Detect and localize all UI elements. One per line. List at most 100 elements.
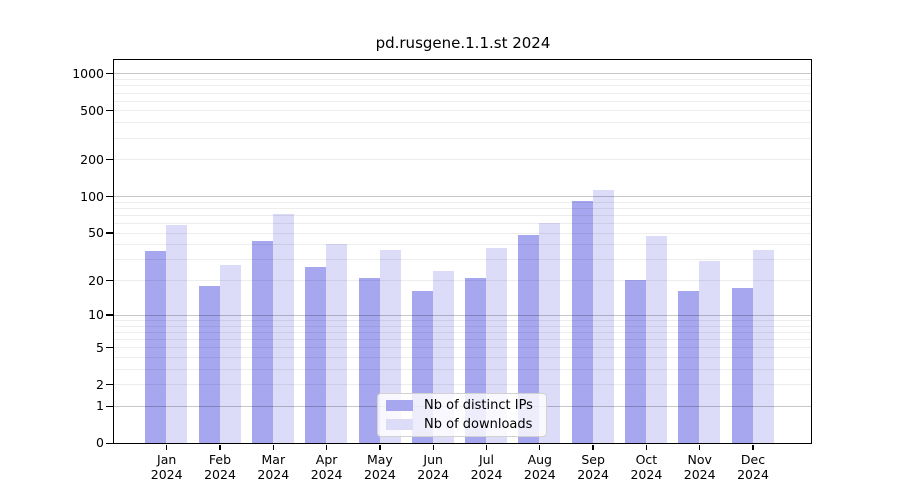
gridline-minor — [114, 201, 811, 203]
gridline-minor — [114, 368, 811, 370]
bar-oct-downloads — [646, 235, 667, 443]
x-tick-mark — [219, 444, 221, 450]
bar-feb-downloads — [219, 264, 241, 443]
grid-layer — [114, 60, 811, 443]
x-tick-label: Nov 2024 — [683, 451, 716, 482]
x-tick-mark — [379, 444, 381, 450]
legend-swatch-downloads — [386, 419, 413, 430]
x-tick-label: May 2024 — [363, 451, 396, 482]
bar-sep-downloads — [592, 190, 614, 443]
gridline-minor — [114, 110, 811, 112]
x-tick-mark — [272, 444, 274, 450]
y-tick-mark — [106, 159, 113, 161]
gridline-major — [114, 314, 811, 316]
plot-area — [113, 59, 812, 444]
bar-oct-ips — [625, 280, 646, 443]
gridline-minor — [114, 244, 811, 246]
gridline-minor — [114, 325, 811, 327]
legend: Nb of distinct IPs Nb of downloads — [377, 393, 547, 437]
x-tick-label: Aug 2024 — [523, 451, 556, 482]
x-tick-label: Mar 2024 — [257, 451, 290, 482]
y-tick-mark — [106, 195, 113, 198]
bar-mar-ips — [251, 240, 273, 443]
x-tick-label: Oct 2024 — [630, 451, 663, 482]
x-tick-mark — [325, 444, 328, 450]
bar-apr-downloads — [326, 244, 348, 443]
x-tick-label: Jan 2024 — [150, 451, 183, 482]
gridline-minor — [114, 100, 811, 102]
legend-label-downloads: Nb of downloads — [424, 417, 533, 433]
bar-mar-downloads — [272, 213, 294, 443]
gridline-major — [114, 196, 811, 198]
x-tick-label: Apr 2024 — [310, 451, 343, 482]
chart-title: pd.rusgene.1.1.st 2024 — [375, 34, 551, 52]
gridline-major — [114, 73, 811, 75]
bar-dec-downloads — [752, 249, 774, 443]
y-tick-mark — [106, 442, 113, 445]
gridline-minor — [114, 331, 811, 333]
bar-feb-ips — [198, 285, 220, 443]
gridline-minor — [114, 122, 811, 124]
bar-nov-ips — [678, 291, 700, 443]
bar-aug-ips — [518, 234, 540, 443]
x-tick-mark — [166, 444, 168, 450]
y-tick-label: 10 — [88, 307, 104, 323]
x-tick-mark — [699, 444, 701, 450]
x-tick-label: Dec 2024 — [737, 451, 769, 482]
gridline-minor — [114, 384, 811, 386]
x-tick-mark — [485, 444, 488, 450]
gridline-minor — [114, 259, 811, 261]
bar-may-ips — [358, 277, 380, 443]
y-tick-mark — [106, 383, 113, 386]
x-tick-mark — [539, 444, 541, 450]
gridline-minor — [114, 215, 811, 216]
gridline-minor — [114, 207, 811, 209]
y-tick-mark — [106, 405, 113, 407]
gridline-minor — [114, 159, 811, 161]
x-tick-label: Jun 2024 — [417, 451, 450, 482]
gridline-minor — [114, 356, 811, 358]
gridline-minor — [114, 79, 811, 80]
y-tick-mark — [106, 110, 113, 112]
y-tick-label: 1 — [96, 398, 104, 414]
y-tick-label: 20 — [88, 272, 104, 288]
y-tick-label: 1000 — [72, 65, 104, 81]
gridline-minor — [114, 232, 811, 234]
y-tick-mark — [106, 232, 113, 234]
legend-label-distinct-ips: Nb of distinct IPs — [424, 397, 533, 413]
bar-jan-ips — [145, 251, 167, 443]
y-tick-label: 500 — [80, 102, 104, 118]
gridline-minor — [114, 223, 811, 225]
legend-item-downloads: Nb of downloads — [386, 416, 546, 434]
gridline-minor — [114, 338, 811, 340]
x-tick-label: Sep 2024 — [577, 451, 609, 482]
gridline-minor — [114, 280, 811, 282]
x-tick-mark — [752, 444, 754, 450]
x-tick-label: Feb 2024 — [204, 451, 236, 482]
y-tick-label: 50 — [88, 225, 104, 241]
bar-apr-ips — [305, 266, 327, 443]
x-tick-mark — [645, 444, 648, 450]
bar-sep-ips — [571, 200, 593, 443]
y-tick-label: 200 — [80, 151, 104, 167]
y-tick-label: 0 — [96, 435, 104, 451]
gridline-minor — [114, 319, 811, 321]
legend-item-distinct-ips: Nb of distinct IPs — [386, 396, 546, 414]
bar-dec-ips — [731, 288, 753, 443]
x-tick-label: Jul 2024 — [470, 451, 503, 482]
y-tick-label: 2 — [96, 376, 104, 392]
x-tick-mark — [592, 444, 594, 450]
y-tick-mark — [106, 346, 113, 349]
bar-aug-downloads — [539, 223, 561, 443]
gridline-minor — [114, 85, 811, 87]
legend-swatch-distinct-ips — [386, 400, 413, 411]
y-tick-label: 5 — [96, 339, 104, 355]
bar-jan-downloads — [166, 224, 188, 443]
y-tick-label: 100 — [80, 188, 104, 204]
gridline-minor — [114, 92, 811, 94]
y-tick-mark — [106, 279, 113, 282]
gridline-minor — [114, 347, 811, 349]
y-tick-mark — [106, 73, 113, 75]
bar-nov-downloads — [699, 261, 721, 443]
